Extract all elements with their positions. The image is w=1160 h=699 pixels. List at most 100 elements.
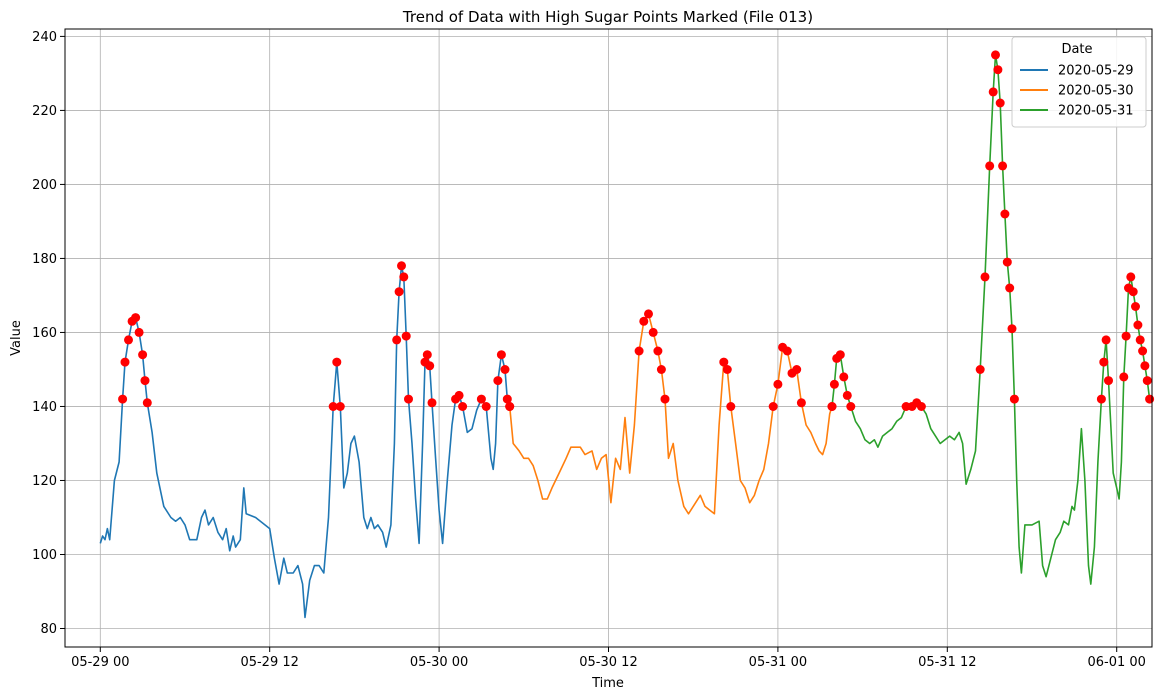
high-sugar-point [493,376,503,386]
x-axis-ticks: 05-29 00 05-29 12 05-30 00 05-30 12 05-31 00… [71,647,1146,670]
high-sugar-point [998,161,1008,171]
high-sugar-point [660,394,670,404]
high-sugar-point [131,313,141,323]
high-sugar-point [993,65,1003,75]
series-line-2020-05-29 [99,265,511,619]
high-sugar-point [502,394,512,404]
x-tick-label: 05-31 12 [918,655,976,670]
high-sugar-point [839,372,849,382]
high-sugar-point [124,335,133,345]
high-sugar-point [1135,335,1145,345]
high-sugar-point [988,87,998,97]
high-sugar-point [1128,287,1138,297]
x-tick-label: 05-31 00 [749,655,807,670]
high-sugar-point [792,365,802,374]
high-sugar-point [140,376,150,386]
high-sugar-point [835,350,845,360]
grid [65,29,1152,647]
high-sugar-point [1101,335,1111,345]
high-sugar-point [422,350,432,360]
legend-entry-label: 2020-05-30 [1058,84,1134,99]
y-tick-label: 140 [32,400,57,415]
high-sugar-point [404,394,413,404]
high-sugar-point [401,331,411,341]
high-sugar-point [120,357,130,367]
y-tick-label: 80 [40,622,57,637]
high-sugar-point [118,394,128,404]
high-sugar-point [1142,376,1152,386]
legend-box [1011,36,1147,128]
high-sugar-point [719,357,729,367]
y-tick-label: 180 [32,252,57,267]
high-sugar-point [773,379,783,389]
legend: Date 2020-05-29 2020-05-30 2020-05-31 [1011,36,1147,128]
high-sugar-point [1131,302,1140,311]
y-tick-label: 160 [32,326,57,341]
high-sugar-point [782,346,792,356]
legend-items: 2020-05-29 2020-05-30 2020-05-31 [1020,64,1134,119]
x-tick-label: 05-30 12 [579,655,637,670]
high-sugar-point [975,365,985,374]
high-sugar-point [827,402,837,411]
y-tick-label: 120 [32,474,57,489]
y-tick-label: 220 [32,104,57,119]
high-sugar-point [639,316,649,326]
high-sugar-point [634,346,644,356]
high-sugar-point [722,365,732,374]
high-sugar-point [1009,394,1019,404]
high-sugar-markers [118,50,1155,411]
high-sugar-point [476,394,486,404]
high-sugar-point [1126,272,1136,282]
high-sugar-point [726,402,736,411]
high-sugar-point [1119,372,1129,382]
high-sugar-point [985,161,995,171]
high-sugar-point [916,402,926,411]
high-sugar-point [399,272,409,282]
high-sugar-point [1099,357,1109,367]
high-sugar-point [505,402,515,411]
y-tick-label: 100 [32,548,57,563]
chart-title: Trend of Data with High Sugar Points Mar… [402,8,813,26]
high-sugar-point [454,390,464,400]
high-sugar-point [768,402,778,411]
high-sugar-point [653,346,663,356]
high-sugar-point [481,402,491,411]
high-sugar-point [1145,394,1155,404]
x-tick-label: 05-29 12 [240,655,298,670]
high-sugar-point [1138,346,1148,356]
legend-entry-label: 2020-05-29 [1058,64,1134,79]
y-axis-ticks: 80 100 120 140 160 180 200 220 240 [32,30,65,637]
high-sugar-point [392,335,402,345]
high-sugar-point [1005,283,1015,293]
series-line-2020-05-31 [831,54,1151,585]
high-sugar-point [1104,376,1113,386]
high-sugar-point [1133,320,1143,330]
high-sugar-point [427,398,437,408]
high-sugar-point [1007,324,1017,334]
high-sugar-point [500,365,510,374]
x-axis-label: Time [591,676,624,691]
high-sugar-point [842,390,852,400]
high-sugar-point [1000,209,1010,219]
high-sugar-point [397,261,406,271]
high-sugar-point [458,402,468,411]
y-axis-label: Value [9,320,24,356]
x-tick-label: 05-29 00 [71,655,129,670]
high-sugar-point [644,309,653,319]
high-sugar-point [1140,361,1150,371]
x-tick-label: 06-01 00 [1087,655,1145,670]
high-sugar-point [138,350,148,360]
high-sugar-point [328,402,338,411]
high-sugar-point [995,98,1005,108]
high-sugar-point [1096,394,1106,404]
high-sugar-point [335,402,345,411]
high-sugar-point [656,365,666,374]
legend-title: Date [1061,42,1092,57]
high-sugar-point [425,361,435,371]
legend-entry-label: 2020-05-31 [1058,104,1134,119]
high-sugar-point [980,272,990,282]
high-sugar-point [829,379,839,389]
high-sugar-point [134,327,144,337]
